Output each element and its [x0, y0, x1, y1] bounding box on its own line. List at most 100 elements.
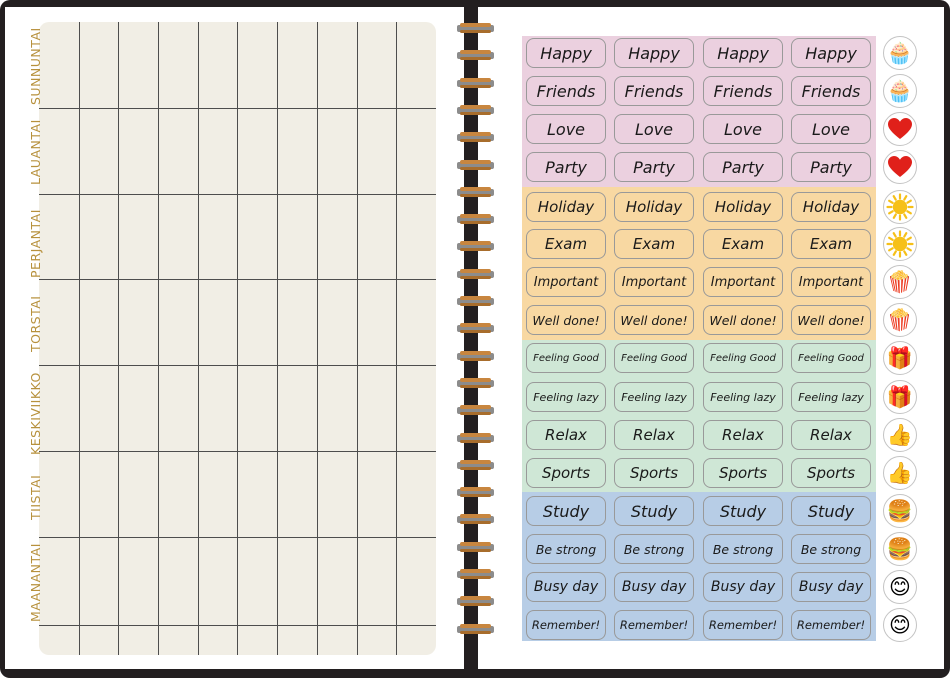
grid-line	[39, 451, 436, 452]
binding-ring	[457, 378, 494, 389]
sticker-feeling-good[interactable]: Feeling Good	[614, 343, 694, 373]
sticker-friends[interactable]: Friends	[614, 76, 694, 106]
cupcake-icon[interactable]: 🧁	[883, 36, 917, 70]
sticker-exam[interactable]: Exam	[526, 229, 606, 259]
sticker-feeling-lazy[interactable]: Feeling lazy	[526, 382, 606, 412]
smiley-icon[interactable]: 😊	[883, 570, 917, 604]
grid-line	[79, 22, 80, 655]
sticker-feeling-lazy[interactable]: Feeling lazy	[703, 382, 783, 412]
sticker-be-strong[interactable]: Be strong	[703, 534, 783, 564]
thumbs-up-icon[interactable]: 👍	[883, 418, 917, 452]
sticker-holiday[interactable]: Holiday	[703, 192, 783, 222]
grid-line	[237, 22, 238, 655]
sticker-well-done[interactable]: Well done!	[526, 305, 606, 335]
sticker-love[interactable]: Love	[703, 114, 783, 144]
sticker-holiday[interactable]: Holiday	[614, 192, 694, 222]
sticker-friends[interactable]: Friends	[526, 76, 606, 106]
sticker-sports[interactable]: Sports	[703, 458, 783, 488]
sticker-important[interactable]: Important	[791, 267, 871, 297]
gift-icon[interactable]: 🎁	[883, 380, 917, 414]
grid-line	[277, 22, 278, 655]
sticker-friends[interactable]: Friends	[791, 76, 871, 106]
binding-ring	[457, 241, 494, 252]
sticker-remember[interactable]: Remember!	[703, 610, 783, 640]
sun-icon[interactable]	[883, 190, 917, 224]
sticker-busy-day[interactable]: Busy day	[791, 572, 871, 602]
sticker-love[interactable]: Love	[791, 114, 871, 144]
grid-line	[39, 365, 436, 366]
sticker-remember[interactable]: Remember!	[526, 610, 606, 640]
sticker-study[interactable]: Study	[614, 496, 694, 526]
grid-line	[39, 279, 436, 280]
smiley-icon[interactable]: 😊	[883, 608, 917, 642]
sticker-friends[interactable]: Friends	[703, 76, 783, 106]
binding-ring	[457, 23, 494, 34]
sticker-sports[interactable]: Sports	[791, 458, 871, 488]
sticker-well-done[interactable]: Well done!	[614, 305, 694, 335]
grid-line	[317, 22, 318, 655]
sticker-relax[interactable]: Relax	[614, 420, 694, 450]
sticker-be-strong[interactable]: Be strong	[526, 534, 606, 564]
sticker-love[interactable]: Love	[526, 114, 606, 144]
sticker-well-done[interactable]: Well done!	[703, 305, 783, 335]
sticker-party[interactable]: Party	[703, 152, 783, 182]
sticker-remember[interactable]: Remember!	[791, 610, 871, 640]
sticker-party[interactable]: Party	[791, 152, 871, 182]
sticker-be-strong[interactable]: Be strong	[791, 534, 871, 564]
sticker-feeling-good[interactable]: Feeling Good	[526, 343, 606, 373]
sticker-band	[522, 340, 876, 492]
heart-icon[interactable]	[883, 150, 917, 184]
cupcake-icon[interactable]: 🧁	[883, 74, 917, 108]
sticker-sports[interactable]: Sports	[526, 458, 606, 488]
sticker-band	[522, 492, 876, 641]
sticker-relax[interactable]: Relax	[526, 420, 606, 450]
sticker-important[interactable]: Important	[614, 267, 694, 297]
sticker-party[interactable]: Party	[614, 152, 694, 182]
grid-line	[158, 22, 159, 655]
popcorn-icon[interactable]: 🍿	[883, 265, 917, 299]
sticker-feeling-lazy[interactable]: Feeling lazy	[791, 382, 871, 412]
sticker-remember[interactable]: Remember!	[614, 610, 694, 640]
sticker-holiday[interactable]: Holiday	[526, 192, 606, 222]
sticker-band	[522, 36, 876, 187]
grid-line	[396, 22, 397, 655]
sticker-exam[interactable]: Exam	[703, 229, 783, 259]
sticker-be-strong[interactable]: Be strong	[614, 534, 694, 564]
thumbs-up-icon[interactable]: 👍	[883, 456, 917, 490]
sticker-busy-day[interactable]: Busy day	[526, 572, 606, 602]
sticker-study[interactable]: Study	[703, 496, 783, 526]
popcorn-icon[interactable]: 🍿	[883, 303, 917, 337]
sticker-exam[interactable]: Exam	[791, 229, 871, 259]
burger-icon[interactable]: 🍔	[883, 494, 917, 528]
sticker-study[interactable]: Study	[526, 496, 606, 526]
sticker-important[interactable]: Important	[526, 267, 606, 297]
sticker-busy-day[interactable]: Busy day	[614, 572, 694, 602]
weekday-label-sunnuntai: SUNNUNTAI	[28, 27, 43, 105]
sticker-busy-day[interactable]: Busy day	[703, 572, 783, 602]
sticker-feeling-good[interactable]: Feeling Good	[791, 343, 871, 373]
grid-line	[39, 194, 436, 195]
sticker-relax[interactable]: Relax	[791, 420, 871, 450]
sticker-feeling-good[interactable]: Feeling Good	[703, 343, 783, 373]
sticker-holiday[interactable]: Holiday	[791, 192, 871, 222]
sticker-happy[interactable]: Happy	[703, 38, 783, 68]
sticker-happy[interactable]: Happy	[614, 38, 694, 68]
sticker-well-done[interactable]: Well done!	[791, 305, 871, 335]
gift-icon[interactable]: 🎁	[883, 341, 917, 375]
sticker-important[interactable]: Important	[703, 267, 783, 297]
binding-ring	[457, 514, 494, 525]
sticker-relax[interactable]: Relax	[703, 420, 783, 450]
sticker-happy[interactable]: Happy	[526, 38, 606, 68]
burger-icon[interactable]: 🍔	[883, 532, 917, 566]
sun-icon[interactable]	[883, 227, 917, 261]
sticker-sports[interactable]: Sports	[614, 458, 694, 488]
sticker-love[interactable]: Love	[614, 114, 694, 144]
binding-ring	[457, 351, 494, 362]
heart-icon[interactable]	[883, 112, 917, 146]
sticker-exam[interactable]: Exam	[614, 229, 694, 259]
sticker-feeling-lazy[interactable]: Feeling lazy	[614, 382, 694, 412]
sticker-party[interactable]: Party	[526, 152, 606, 182]
sticker-happy[interactable]: Happy	[791, 38, 871, 68]
sticker-study[interactable]: Study	[791, 496, 871, 526]
